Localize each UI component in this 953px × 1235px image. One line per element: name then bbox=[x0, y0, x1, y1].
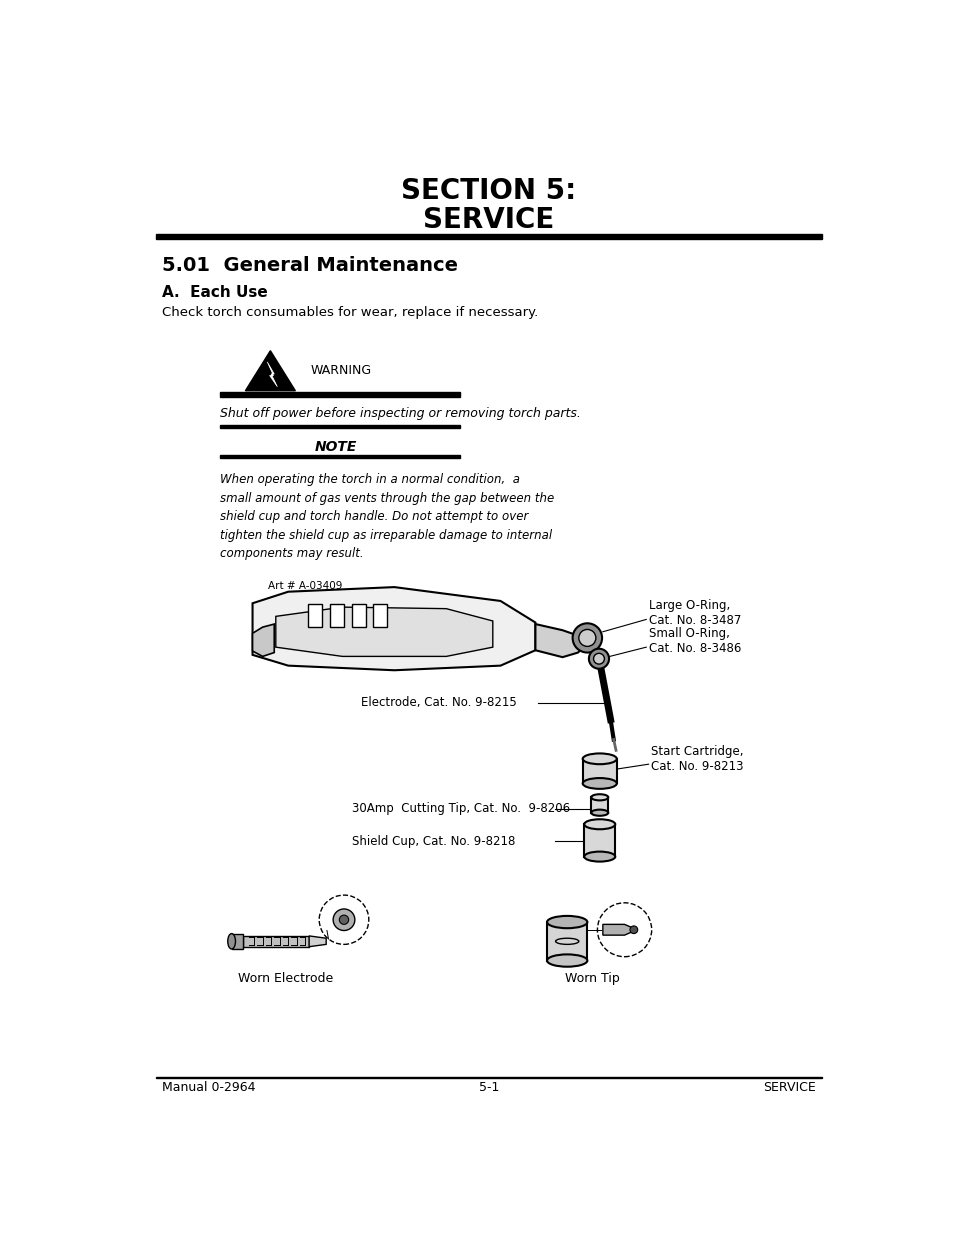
Circle shape bbox=[572, 624, 601, 652]
Text: SECTION 5:: SECTION 5: bbox=[401, 177, 576, 205]
Polygon shape bbox=[267, 362, 277, 387]
Bar bbox=[243, 936, 309, 947]
Text: Start Cartridge,
Cat. No. 9-8213: Start Cartridge, Cat. No. 9-8213 bbox=[650, 745, 742, 773]
Bar bbox=[308, 604, 322, 627]
Ellipse shape bbox=[546, 955, 587, 967]
Bar bbox=[220, 391, 459, 396]
Bar bbox=[232, 934, 243, 948]
Bar bbox=[583, 824, 615, 857]
Polygon shape bbox=[253, 587, 535, 671]
Text: Small O-Ring,
Cat. No. 8-3486: Small O-Ring, Cat. No. 8-3486 bbox=[648, 627, 740, 655]
Ellipse shape bbox=[591, 794, 608, 800]
Text: 5.01  General Maintenance: 5.01 General Maintenance bbox=[162, 256, 457, 274]
Ellipse shape bbox=[583, 852, 615, 862]
Ellipse shape bbox=[591, 810, 608, 816]
Polygon shape bbox=[245, 351, 295, 390]
Ellipse shape bbox=[582, 753, 617, 764]
Text: A.  Each Use: A. Each Use bbox=[162, 285, 268, 300]
Text: SERVICE: SERVICE bbox=[762, 1081, 815, 1094]
Bar bbox=[582, 758, 617, 783]
Text: Art # A-03409: Art # A-03409 bbox=[268, 580, 342, 590]
Circle shape bbox=[578, 630, 596, 646]
Circle shape bbox=[339, 915, 348, 924]
Polygon shape bbox=[275, 608, 493, 656]
Polygon shape bbox=[602, 924, 637, 935]
Ellipse shape bbox=[546, 916, 587, 929]
Bar bbox=[546, 923, 587, 961]
Text: Check torch consumables for wear, replace if necessary.: Check torch consumables for wear, replac… bbox=[162, 306, 537, 320]
Text: Manual 0-2964: Manual 0-2964 bbox=[162, 1081, 255, 1094]
Text: 5-1: 5-1 bbox=[478, 1081, 498, 1094]
Circle shape bbox=[593, 653, 604, 664]
Text: NOTE: NOTE bbox=[314, 440, 357, 454]
Text: Large O-Ring,
Cat. No. 8-3487: Large O-Ring, Cat. No. 8-3487 bbox=[648, 599, 740, 627]
Bar bbox=[352, 604, 365, 627]
Circle shape bbox=[333, 909, 355, 930]
Circle shape bbox=[629, 926, 637, 934]
Text: Electrode, Cat. No. 9-8215: Electrode, Cat. No. 9-8215 bbox=[360, 697, 517, 709]
Text: When operating the torch in a normal condition,  a
small amount of gas vents thr: When operating the torch in a normal con… bbox=[220, 473, 554, 561]
Text: Shield Cup, Cat. No. 9-8218: Shield Cup, Cat. No. 9-8218 bbox=[352, 835, 515, 847]
Text: SERVICE: SERVICE bbox=[423, 206, 554, 233]
Ellipse shape bbox=[582, 778, 617, 789]
Bar bbox=[373, 604, 387, 627]
Polygon shape bbox=[535, 624, 586, 657]
Bar bbox=[591, 798, 608, 813]
Ellipse shape bbox=[583, 819, 615, 829]
Bar bbox=[155, 233, 821, 240]
Text: 30Amp  Cutting Tip, Cat. No.  9-8206: 30Amp Cutting Tip, Cat. No. 9-8206 bbox=[352, 803, 569, 815]
Bar bbox=[330, 604, 344, 627]
Polygon shape bbox=[253, 624, 274, 656]
Text: Shut off power before inspecting or removing torch parts.: Shut off power before inspecting or remo… bbox=[220, 408, 580, 420]
Polygon shape bbox=[309, 936, 326, 947]
Bar bbox=[220, 456, 459, 458]
Text: Worn Tip: Worn Tip bbox=[564, 972, 618, 984]
Ellipse shape bbox=[228, 934, 235, 948]
Circle shape bbox=[588, 648, 608, 668]
Text: Worn Electrode: Worn Electrode bbox=[238, 972, 334, 984]
Bar bbox=[220, 425, 459, 429]
Text: WARNING: WARNING bbox=[311, 364, 372, 377]
